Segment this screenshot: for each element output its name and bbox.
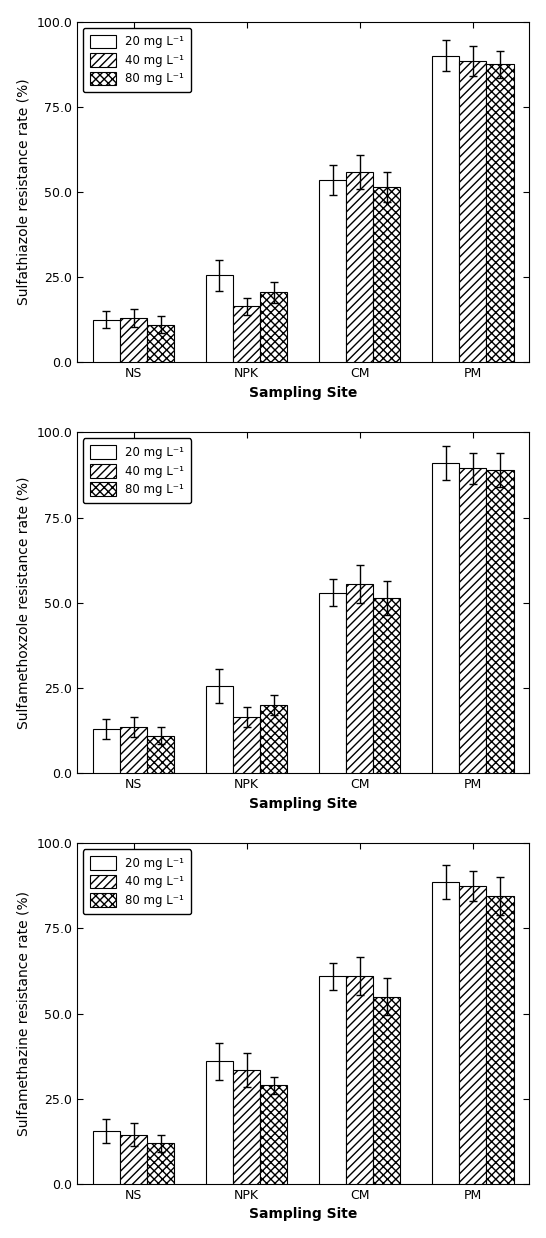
Bar bbox=[459, 61, 486, 363]
Bar bbox=[486, 64, 513, 363]
Bar bbox=[93, 1132, 120, 1184]
Bar bbox=[373, 187, 400, 363]
Bar bbox=[459, 468, 486, 773]
Bar bbox=[233, 1070, 260, 1184]
Bar bbox=[486, 896, 513, 1184]
Bar bbox=[206, 1061, 233, 1184]
Legend: 20 mg L⁻¹, 40 mg L⁻¹, 80 mg L⁻¹: 20 mg L⁻¹, 40 mg L⁻¹, 80 mg L⁻¹ bbox=[83, 27, 192, 93]
Bar bbox=[432, 56, 459, 363]
Bar bbox=[147, 1143, 174, 1184]
Bar bbox=[319, 976, 346, 1184]
Bar bbox=[206, 686, 233, 773]
Bar bbox=[373, 997, 400, 1184]
Bar bbox=[120, 318, 147, 363]
Legend: 20 mg L⁻¹, 40 mg L⁻¹, 80 mg L⁻¹: 20 mg L⁻¹, 40 mg L⁻¹, 80 mg L⁻¹ bbox=[83, 849, 192, 914]
X-axis label: Sampling Site: Sampling Site bbox=[249, 1207, 357, 1222]
Bar bbox=[319, 180, 346, 363]
X-axis label: Sampling Site: Sampling Site bbox=[249, 386, 357, 400]
Bar bbox=[147, 324, 174, 363]
Bar bbox=[93, 319, 120, 363]
Y-axis label: Sulfamethoxzole resistance rate (%): Sulfamethoxzole resistance rate (%) bbox=[17, 477, 31, 729]
Bar bbox=[120, 1134, 147, 1184]
Bar bbox=[319, 593, 346, 773]
Bar bbox=[120, 727, 147, 773]
Bar bbox=[233, 306, 260, 363]
Bar bbox=[260, 292, 287, 363]
X-axis label: Sampling Site: Sampling Site bbox=[249, 796, 357, 811]
Bar bbox=[93, 729, 120, 773]
Legend: 20 mg L⁻¹, 40 mg L⁻¹, 80 mg L⁻¹: 20 mg L⁻¹, 40 mg L⁻¹, 80 mg L⁻¹ bbox=[83, 438, 192, 503]
Bar bbox=[206, 275, 233, 363]
Y-axis label: Sulfamethazine resistance rate (%): Sulfamethazine resistance rate (%) bbox=[17, 891, 31, 1136]
Bar bbox=[260, 1086, 287, 1184]
Bar bbox=[346, 172, 373, 363]
Bar bbox=[346, 584, 373, 773]
Bar bbox=[346, 976, 373, 1184]
Bar bbox=[233, 717, 260, 773]
Bar bbox=[260, 704, 287, 773]
Bar bbox=[432, 463, 459, 773]
Bar bbox=[459, 886, 486, 1184]
Bar bbox=[373, 598, 400, 773]
Bar bbox=[432, 883, 459, 1184]
Bar bbox=[486, 470, 513, 773]
Bar bbox=[147, 735, 174, 773]
Y-axis label: Sulfathiazole resistance rate (%): Sulfathiazole resistance rate (%) bbox=[17, 79, 31, 306]
